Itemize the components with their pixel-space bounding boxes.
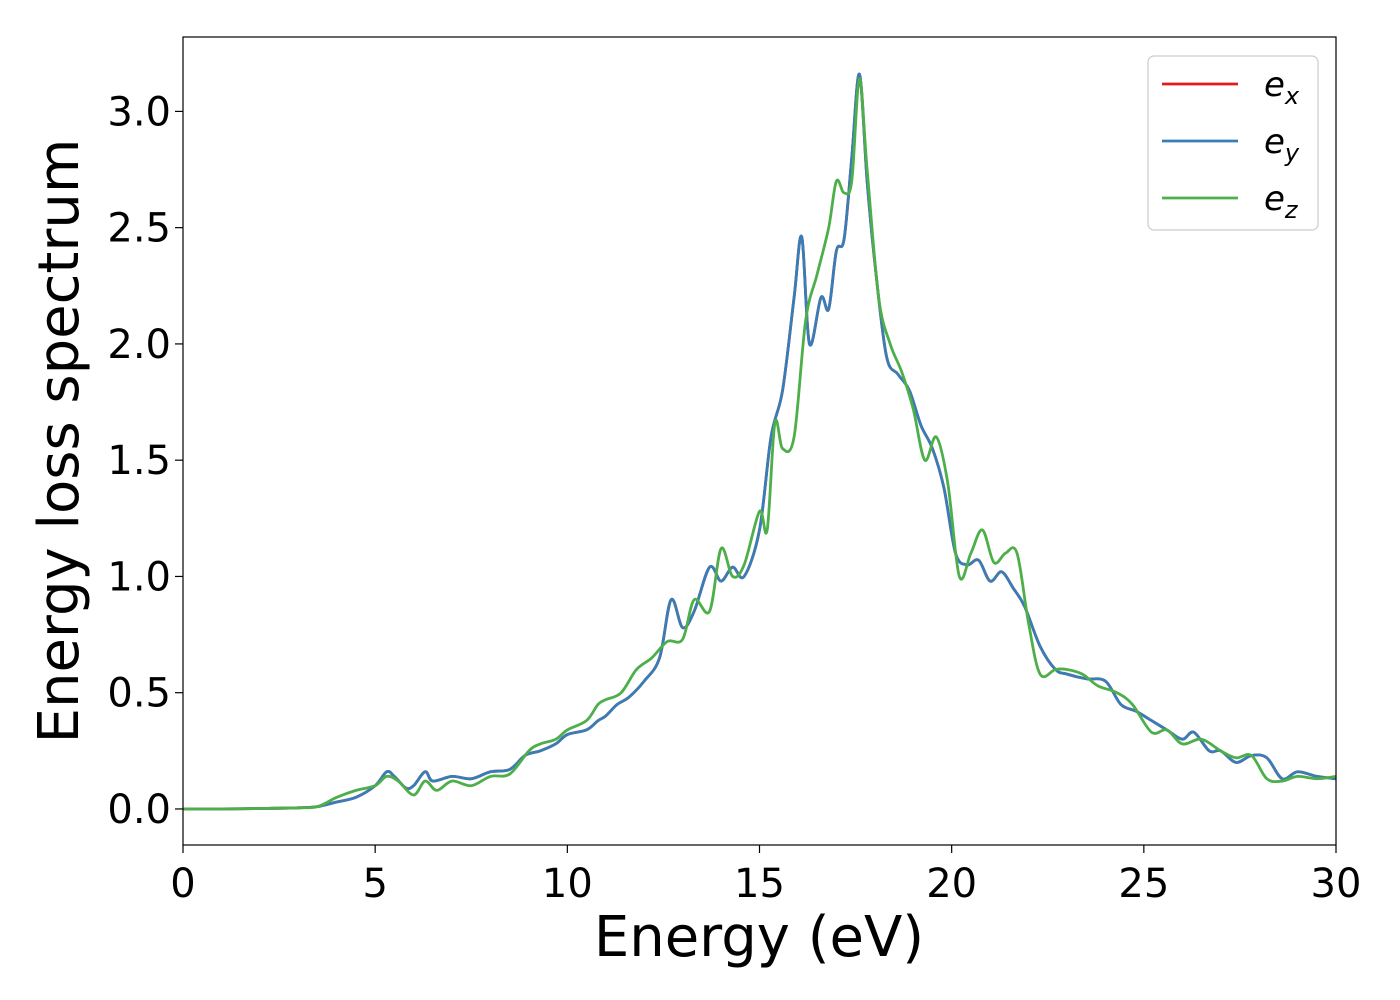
y-tick-label: 1.5	[107, 438, 171, 484]
y-axis-ticks: 0.0 0.5 1.0 1.5 2.0 2.5 3.0	[107, 89, 183, 833]
x-tick-label: 0	[170, 861, 195, 907]
x-tick-label: 10	[542, 861, 593, 907]
series-line-z	[183, 77, 1336, 811]
y-tick-label: 0.0	[107, 787, 171, 833]
x-axis-label: Energy (eV)	[594, 905, 924, 970]
legend-label-z: ez	[1264, 179, 1299, 224]
series-line-y	[183, 72, 1336, 811]
x-tick-label: 15	[734, 861, 785, 907]
y-tick-label: 2.0	[107, 322, 171, 368]
y-tick-label: 3.0	[107, 89, 171, 135]
x-tick-label: 5	[362, 861, 387, 907]
legend-box	[1147, 55, 1319, 231]
x-tick-label: 20	[926, 861, 977, 907]
x-tick-label: 30	[1311, 861, 1362, 907]
x-tick-label: 25	[1118, 861, 1169, 907]
x-axis-ticks: 0 5 10 15 20 25 30	[170, 845, 1361, 907]
y-tick-label: 0.5	[107, 671, 171, 717]
series-layer	[183, 72, 1336, 811]
y-tick-label: 1.0	[107, 554, 171, 600]
y-tick-label: 2.5	[107, 206, 171, 252]
y-axis-label: Energy loss spectrum	[27, 139, 92, 744]
